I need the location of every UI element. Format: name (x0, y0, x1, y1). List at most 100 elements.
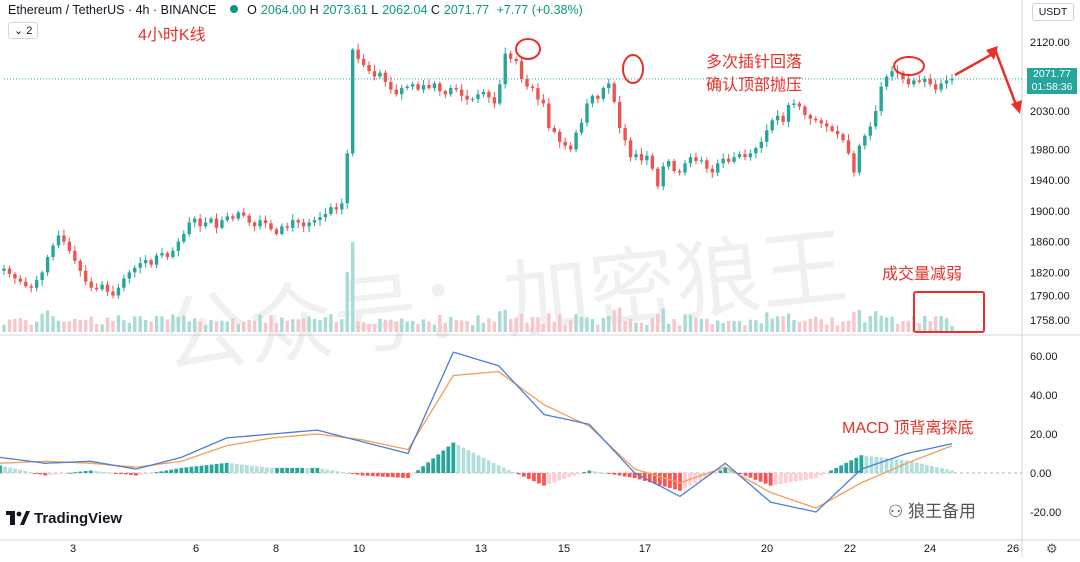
symbol-title[interactable]: Ethereum / TetherUS · 4h · BINANCE (8, 3, 217, 17)
macd-line (0, 351, 953, 513)
macd-histogram-bar (446, 446, 451, 473)
settings-gear-icon[interactable]: ⚙ (1046, 541, 1058, 556)
tradingview-logo-icon (6, 511, 30, 525)
candle-body (792, 103, 796, 105)
volume-bar (198, 321, 202, 332)
candle-body (62, 235, 66, 242)
volume-bar (552, 321, 556, 332)
macd-histogram-bar (552, 473, 556, 483)
macd-histogram-bar (63, 473, 68, 474)
time-tick-label: 10 (353, 543, 365, 555)
volume-bar (116, 315, 121, 332)
candle-body (269, 223, 273, 230)
timeframe-annotation: 4小时K线 (138, 27, 206, 44)
volume-bar (536, 317, 540, 332)
volume-bar (748, 319, 753, 332)
volume-bar (514, 317, 518, 332)
tradingview-logo[interactable]: TradingView (6, 510, 122, 527)
candle-body (225, 216, 230, 221)
price-tick-label: 1940.00 (1030, 175, 1070, 187)
volume-bar (84, 319, 88, 332)
macd-histogram-bar (239, 464, 244, 473)
volume-bar (225, 321, 230, 332)
volume-bar (454, 320, 458, 332)
indicators-toggle-button[interactable]: ⌄ 2 (8, 22, 39, 39)
candle-body (176, 241, 181, 251)
macd-histogram-bar (632, 473, 637, 479)
macd-histogram-bar (330, 470, 335, 473)
volume-bar (765, 312, 769, 332)
macd-histogram-bar (255, 466, 259, 473)
close-value: 2071.77 (443, 3, 490, 17)
macd-histogram-bar (33, 473, 38, 474)
volume-bar (258, 314, 262, 332)
candle-body (667, 161, 671, 167)
candle-body (754, 147, 758, 154)
low-value: 2062.04 (382, 3, 428, 17)
macd-histogram-bar (854, 457, 859, 473)
macd-histogram-bar (48, 473, 53, 475)
volume-bar (165, 319, 170, 332)
macd-histogram-bar (8, 467, 12, 473)
macd-histogram-bar (154, 472, 159, 474)
volume-bar (394, 321, 398, 332)
candle-body (487, 91, 491, 98)
top-note-line1: 多次插针回落 (706, 54, 803, 71)
volume-bar (607, 316, 611, 332)
candle-body (438, 83, 442, 92)
candle-body (35, 280, 39, 288)
candle-body (835, 131, 840, 135)
candle-body (574, 132, 578, 150)
candle-body (470, 98, 475, 100)
volume-bar (688, 315, 693, 332)
volume-bar (590, 318, 595, 332)
candle-body (400, 88, 404, 95)
candle-body (781, 115, 785, 122)
candle-body (933, 84, 938, 90)
macd-histogram-bar (144, 473, 148, 474)
time-tick-label: 26 (1007, 543, 1019, 555)
macd-histogram-bar (496, 465, 501, 473)
currency-button[interactable]: USDT (1032, 3, 1074, 21)
macd-histogram-bar (481, 457, 486, 473)
macd-histogram-bar (607, 473, 612, 474)
volume-bar (677, 325, 682, 332)
volume-bar (558, 314, 562, 332)
volume-bar (852, 312, 856, 332)
macd-histogram-bar (562, 473, 567, 479)
macd-histogram-bar (305, 467, 310, 473)
candle-body (617, 101, 622, 129)
candle-body (274, 229, 279, 234)
macd-histogram-bar (824, 473, 828, 474)
top-note-line2: 确认顶部抛压 (706, 77, 803, 94)
volume-bar (187, 321, 191, 332)
macd-histogram-bar (169, 469, 174, 473)
candle-body (73, 250, 77, 261)
volume-bar (269, 315, 273, 332)
projection-path (954, 50, 1020, 111)
volume-bar (89, 316, 93, 332)
macd-histogram-bar (491, 462, 496, 473)
macd-histogram-bar (426, 462, 431, 473)
candle-body (307, 222, 311, 227)
volume-bar (361, 322, 366, 332)
volume-bar (247, 319, 251, 332)
volume-bar (792, 319, 796, 332)
price-tick-label: 2120.00 (1030, 37, 1070, 49)
macd-histogram-bar (451, 442, 456, 473)
volume-bar (509, 318, 513, 332)
volume-bar (933, 316, 938, 332)
macd-histogram-bar (935, 467, 939, 473)
macd-histogram-bar (431, 458, 436, 473)
candle-body (716, 163, 720, 173)
macd-histogram-bar (119, 473, 123, 474)
candle-body (803, 106, 807, 115)
macd-histogram-bar (275, 467, 279, 473)
time-tick-label: 6 (193, 543, 199, 555)
candle-body (378, 72, 382, 77)
candle-body (252, 222, 257, 227)
price-tick-label: 2030.00 (1030, 106, 1070, 118)
projection-arrowhead-up (986, 46, 998, 60)
